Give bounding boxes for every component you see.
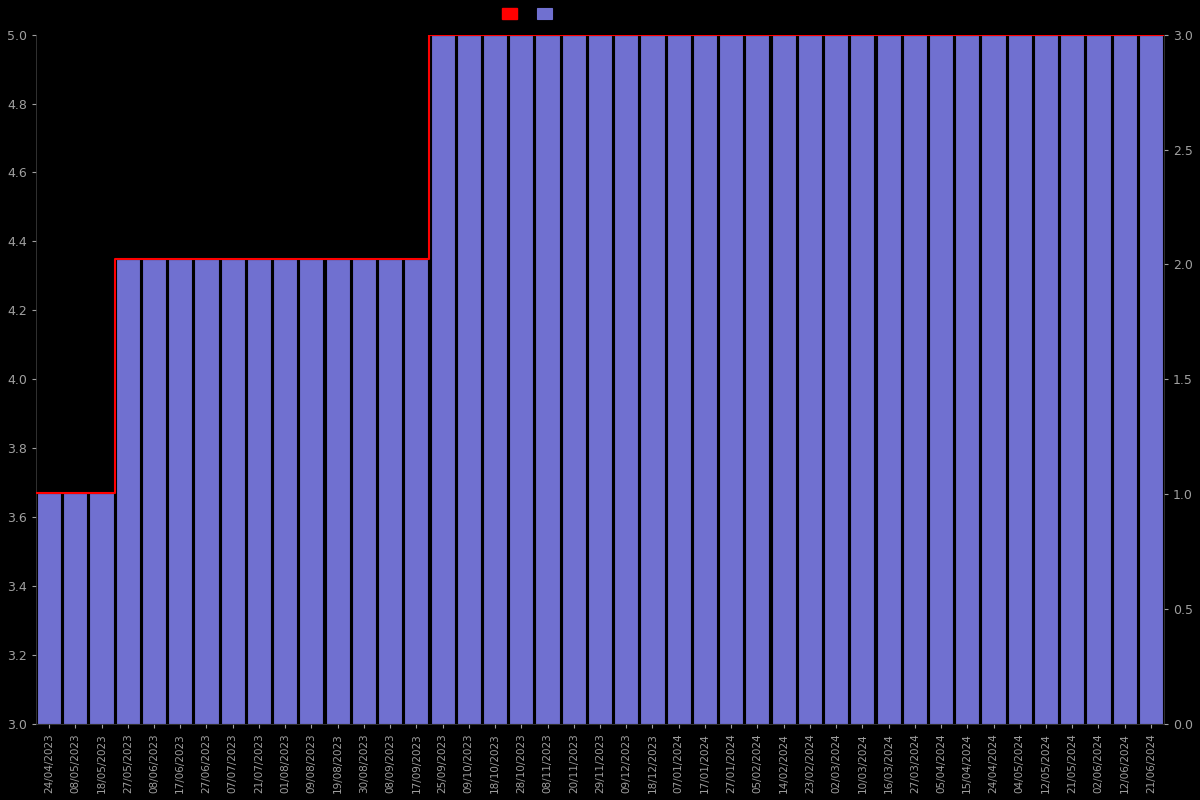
Bar — [692, 34, 718, 724]
Bar — [851, 34, 875, 724]
Legend: , : , — [497, 3, 568, 26]
Bar — [404, 258, 428, 724]
Bar — [168, 258, 192, 724]
Bar — [982, 34, 1006, 724]
Bar — [719, 34, 743, 724]
Bar — [352, 258, 376, 724]
Bar — [221, 258, 245, 724]
Bar — [457, 34, 481, 724]
Bar — [142, 258, 166, 724]
Bar — [798, 34, 822, 724]
Bar — [64, 493, 88, 724]
Bar — [115, 258, 140, 724]
Bar — [929, 34, 953, 724]
Bar — [509, 34, 533, 724]
Bar — [614, 34, 638, 724]
Bar — [588, 34, 612, 724]
Bar — [745, 34, 769, 724]
Bar — [1060, 34, 1085, 724]
Bar — [902, 34, 926, 724]
Bar — [431, 34, 455, 724]
Bar — [378, 258, 402, 724]
Bar — [1112, 34, 1136, 724]
Bar — [37, 493, 61, 724]
Bar — [1034, 34, 1058, 724]
Bar — [299, 258, 324, 724]
Bar — [325, 258, 349, 724]
Bar — [876, 34, 901, 724]
Bar — [641, 34, 665, 724]
Bar — [274, 258, 298, 724]
Bar — [562, 34, 586, 724]
Bar — [194, 258, 218, 724]
Bar — [824, 34, 848, 724]
Bar — [955, 34, 979, 724]
Bar — [90, 493, 114, 724]
Bar — [247, 258, 271, 724]
Bar — [1086, 34, 1110, 724]
Bar — [482, 34, 508, 724]
Bar — [772, 34, 796, 724]
Bar — [1139, 34, 1163, 724]
Bar — [667, 34, 691, 724]
Bar — [535, 34, 559, 724]
Bar — [1008, 34, 1032, 724]
